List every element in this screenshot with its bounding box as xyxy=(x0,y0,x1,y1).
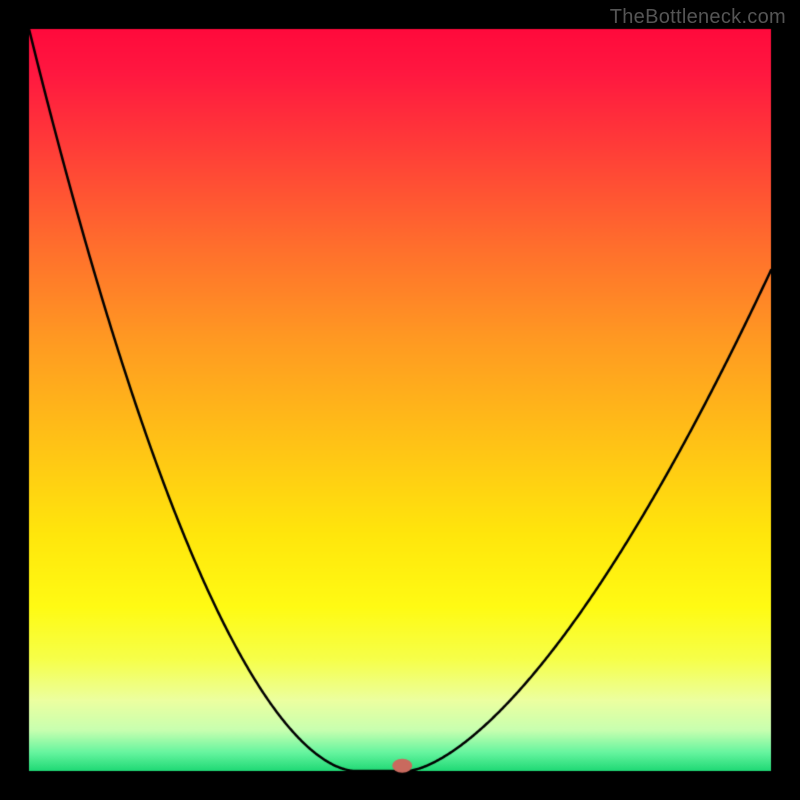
watermark-label: TheBottleneck.com xyxy=(610,6,786,29)
bottleneck-curve-chart xyxy=(0,0,800,800)
chart-container: TheBottleneck.com xyxy=(0,0,800,800)
